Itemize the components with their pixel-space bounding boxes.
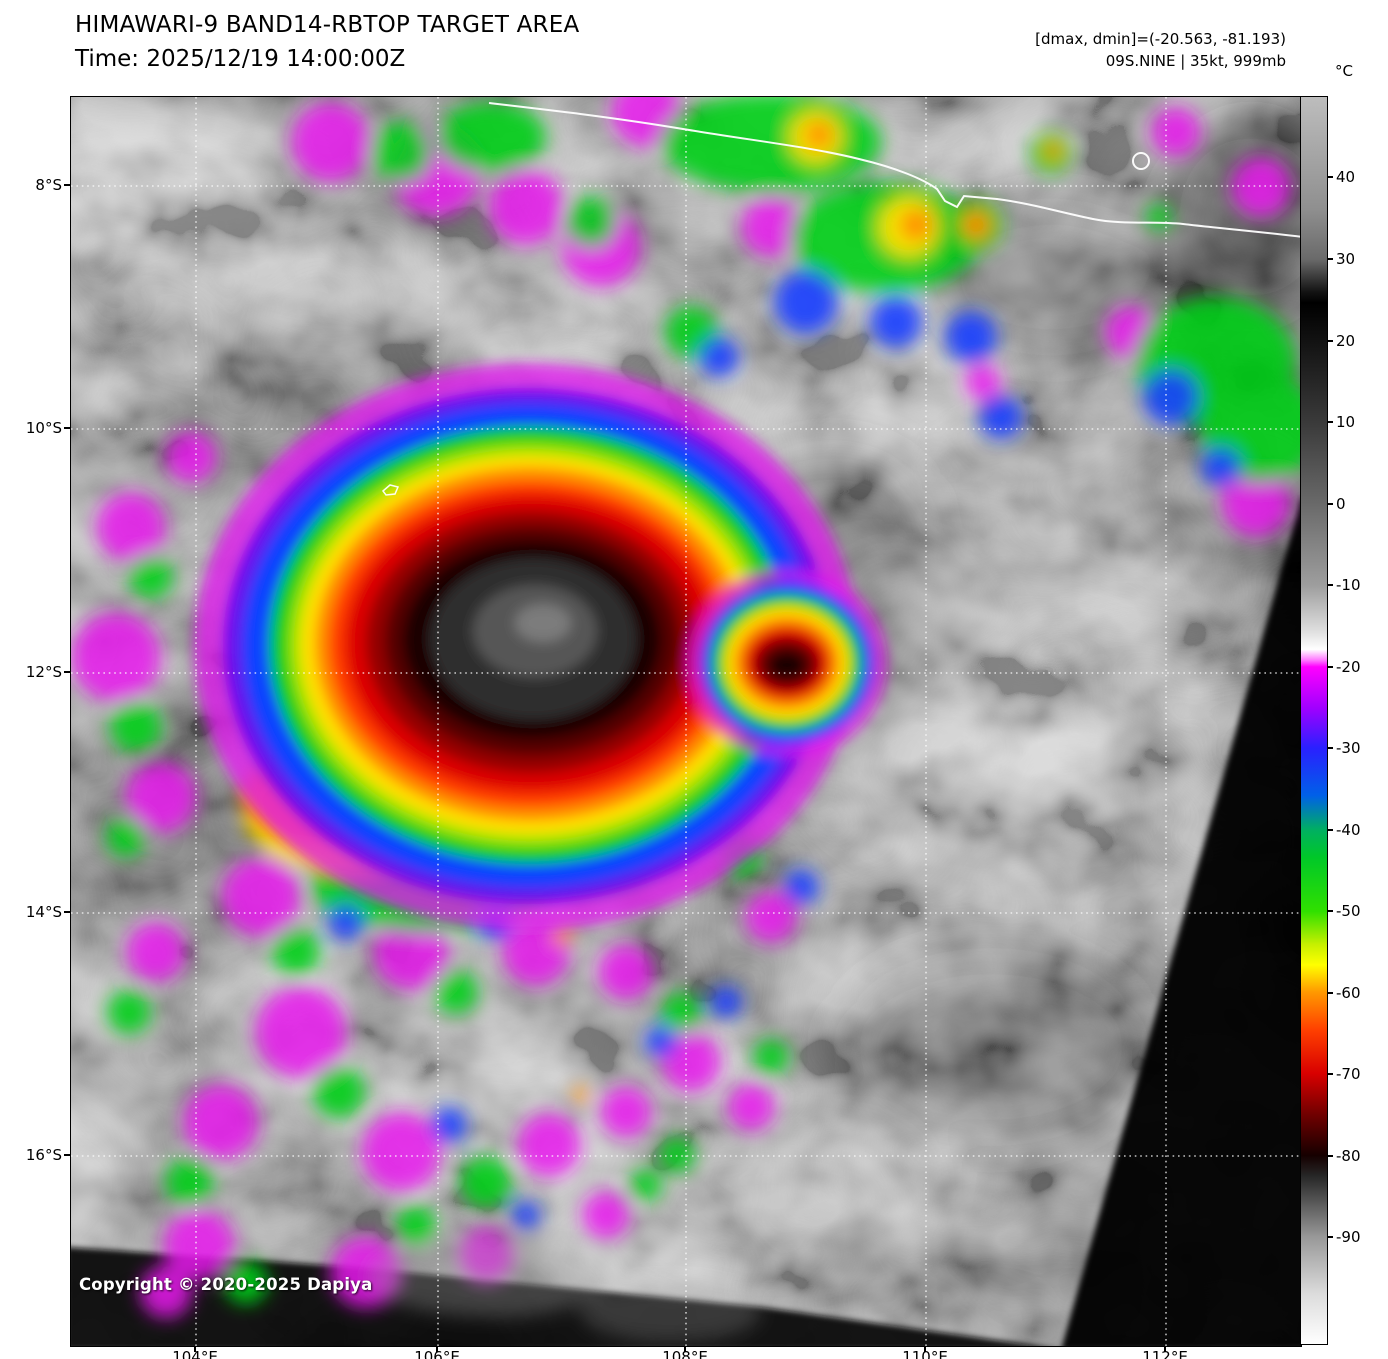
cyclone — [194, 363, 887, 931]
axis-tick — [64, 184, 70, 186]
lat-tick-14s: 14°S — [25, 903, 62, 921]
storm-info-readout: 09S.NINE | 35kt, 999mb — [1105, 52, 1286, 70]
lon-tick-110e: 110°E — [902, 1348, 948, 1359]
coastline-path — [381, 102, 1301, 496]
axis-tick — [684, 1346, 686, 1352]
colorbar-tick — [1328, 584, 1333, 586]
colorbar-label-10: 10 — [1336, 413, 1356, 431]
colorbar-label-m80: -80 — [1336, 1147, 1361, 1165]
colorbar-tick — [1328, 1155, 1333, 1157]
colorbar-label-0: 0 — [1336, 495, 1346, 513]
lon-tick-104e: 104°E — [172, 1348, 218, 1359]
axis-tick — [64, 427, 70, 429]
island-outline — [1132, 152, 1150, 170]
colorbar-tick — [1328, 992, 1333, 994]
colorbar-label-m30: -30 — [1336, 739, 1361, 757]
axis-tick — [1164, 1346, 1166, 1352]
colorbar-gradient — [1301, 97, 1327, 1344]
colorbar-tick — [1328, 747, 1333, 749]
lat-tick-12s: 12°S — [25, 663, 62, 681]
colorbar-label-m50: -50 — [1336, 902, 1361, 920]
colorbar-tick — [1328, 421, 1333, 423]
lat-tick-16s: 16°S — [25, 1146, 62, 1164]
colorbar-tick — [1328, 666, 1333, 668]
axis-tick — [64, 671, 70, 673]
copyright-label: Copyright © 2020-2025 Dapiya — [79, 1275, 373, 1294]
axis-tick — [64, 911, 70, 913]
colorbar-tick — [1328, 176, 1333, 178]
colorbar-label-m10: -10 — [1336, 576, 1361, 594]
colorbar-tick — [1328, 340, 1333, 342]
colorbar-label-20: 20 — [1336, 332, 1356, 350]
colorbar-unit-label: °C — [1335, 62, 1353, 80]
figure-time-label: Time: 2025/12/19 14:00:00Z — [75, 46, 406, 72]
axis-tick — [924, 1346, 926, 1352]
colorbar-tick — [1328, 503, 1333, 505]
dmax-dmin-readout: [dmax, dmin]=(-20.563, -81.193) — [1035, 30, 1286, 48]
lon-tick-106e: 106°E — [414, 1348, 460, 1359]
colorbar-tick — [1328, 1073, 1333, 1075]
lon-tick-112e: 112°E — [1142, 1348, 1188, 1359]
colorbar-label-m70: -70 — [1336, 1065, 1361, 1083]
colorbar-tick — [1328, 829, 1333, 831]
colorbar-tick — [1328, 258, 1333, 260]
colorbar-label-m90: -90 — [1336, 1228, 1361, 1246]
satellite-image — [71, 97, 1301, 1346]
satellite-map-canvas — [70, 96, 1302, 1347]
colorbar — [1300, 96, 1328, 1345]
lat-tick-10s: 10°S — [25, 419, 62, 437]
lon-tick-108e: 108°E — [662, 1348, 708, 1359]
axis-tick — [64, 1154, 70, 1156]
colorbar-label-m40: -40 — [1336, 821, 1361, 839]
colorbar-label-30: 30 — [1336, 250, 1356, 268]
figure-title: HIMAWARI-9 BAND14-RBTOP TARGET AREA — [75, 12, 580, 38]
colorbar-tick — [1328, 910, 1333, 912]
east-convection-core — [687, 568, 887, 758]
colorbar-tick — [1328, 1236, 1333, 1238]
axis-tick — [436, 1346, 438, 1352]
lat-tick-8s: 8°S — [35, 176, 62, 194]
colorbar-label-40: 40 — [1336, 168, 1356, 186]
axis-tick — [194, 1346, 196, 1352]
small-island-outline — [381, 484, 400, 496]
colorbar-label-m60: -60 — [1336, 984, 1361, 1002]
colorbar-label-m20: -20 — [1336, 658, 1361, 676]
